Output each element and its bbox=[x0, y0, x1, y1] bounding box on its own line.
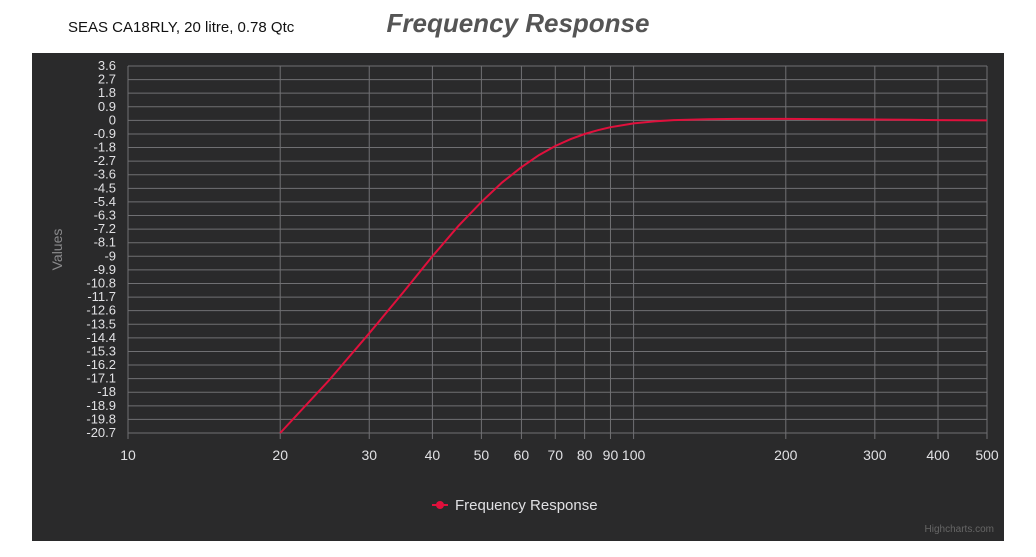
x-tick-label: 60 bbox=[514, 447, 530, 463]
x-tick-label: 80 bbox=[577, 447, 593, 463]
y-tick-label: 0 bbox=[109, 112, 116, 127]
y-grid-lines bbox=[128, 65, 987, 434]
legend-item-frequency-response[interactable]: Frequency Response bbox=[455, 497, 598, 514]
y-tick-label: -18.9 bbox=[86, 398, 116, 413]
x-tick-label: 400 bbox=[926, 447, 950, 463]
chart-title: Frequency Response bbox=[386, 8, 650, 38]
legend[interactable]: Frequency Response bbox=[432, 497, 598, 514]
y-tick-label: -20.7 bbox=[86, 425, 116, 440]
x-tick-label: 100 bbox=[622, 447, 646, 463]
x-tick-label: 40 bbox=[425, 447, 441, 463]
x-tick-labels: 10 20 30 40 50 60 70 80 90 100 200 300 400 500 bbox=[120, 447, 999, 463]
series-line-frequency-response[interactable] bbox=[279, 117, 988, 434]
x-tick-label: 70 bbox=[547, 447, 563, 463]
credits-link[interactable]: Highcharts.com bbox=[924, 524, 994, 535]
y-tick-label: 0.9 bbox=[98, 99, 116, 114]
y-tick-label: -1.8 bbox=[94, 140, 116, 155]
y-tick-label: -13.5 bbox=[86, 316, 116, 331]
y-tick-label: -18 bbox=[97, 384, 116, 399]
y-tick-label: -3.6 bbox=[94, 167, 116, 182]
y-tick-label: -16.2 bbox=[86, 357, 116, 372]
y-tick-label: -10.8 bbox=[86, 275, 116, 290]
x-grid-lines bbox=[127, 66, 988, 439]
x-tick-label: 500 bbox=[975, 447, 999, 463]
y-tick-labels: 3.62.71.80.90-0.9-1.8-2.7-3.6-4.5-5.4-6.… bbox=[86, 58, 116, 440]
y-tick-label: -9.9 bbox=[94, 262, 116, 277]
y-tick-label: -15.3 bbox=[86, 343, 116, 358]
y-tick-label: 2.7 bbox=[98, 72, 116, 87]
legend-marker-icon bbox=[436, 501, 444, 509]
y-tick-label: -5.4 bbox=[94, 194, 116, 209]
y-tick-label: -0.9 bbox=[94, 126, 116, 141]
y-tick-label: -4.5 bbox=[94, 180, 116, 195]
y-tick-label: -6.3 bbox=[94, 208, 116, 223]
y-tick-label: -8.1 bbox=[94, 235, 116, 250]
x-tick-label: 10 bbox=[120, 447, 136, 463]
y-tick-label: -9 bbox=[104, 248, 116, 263]
x-tick-label: 50 bbox=[474, 447, 490, 463]
frequency-response-chart: 3.62.71.80.90-0.9-1.8-2.7-3.6-4.5-5.4-6.… bbox=[49, 58, 999, 514]
chart-subtitle: SEAS CA18RLY, 20 litre, 0.78 Qtc bbox=[68, 19, 295, 36]
x-tick-label: 300 bbox=[863, 447, 887, 463]
chart-area: 3.6 2.7 1.8 0.9 0 -0.9 -1.8 -2.7 -3.6 -4.5 -5.4 -6.… bbox=[32, 53, 1004, 541]
x-tick-label: 30 bbox=[361, 447, 377, 463]
y-tick-label: -19.8 bbox=[86, 411, 116, 426]
x-tick-label: 90 bbox=[603, 447, 619, 463]
y-tick-label: -11.7 bbox=[87, 289, 116, 304]
y-tick-label: -14.4 bbox=[86, 330, 116, 345]
y-tick-label: 3.6 bbox=[98, 58, 116, 73]
y-tick-label: -12.6 bbox=[86, 303, 116, 318]
y-tick-label: 1.8 bbox=[98, 85, 116, 100]
y-tick-label: -7.2 bbox=[94, 221, 116, 236]
y-tick-label: -17.1 bbox=[86, 371, 116, 386]
y-tick-label: -2.7 bbox=[94, 153, 116, 168]
x-tick-label: 20 bbox=[272, 447, 288, 463]
y-axis-label: Values bbox=[49, 229, 65, 271]
x-tick-label: 200 bbox=[774, 447, 798, 463]
